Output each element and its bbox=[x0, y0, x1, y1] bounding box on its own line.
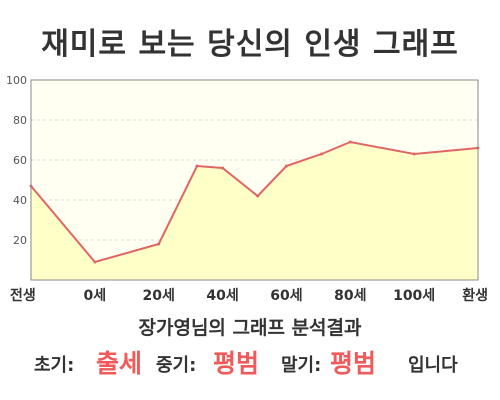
middle-value: 평범 bbox=[213, 349, 260, 378]
result-line: 초기: 출세 중기: 평범 말기: 평범 입니다 bbox=[0, 346, 500, 382]
x-tick-label: 0세 bbox=[84, 288, 107, 304]
y-tick-label: 60 bbox=[13, 154, 27, 167]
y-tick-label: 100 bbox=[6, 74, 27, 87]
life-graph-chart: 20 40 60 80 100 전생 0세 20세 40세 60세 80세 100세 환생 bbox=[6, 74, 488, 304]
result-subtitle: 장가영님의 그래프 분석결과 bbox=[138, 317, 362, 339]
life-area-fill bbox=[31, 142, 478, 280]
y-tick-label: 80 bbox=[13, 114, 27, 127]
y-tick-label: 20 bbox=[13, 234, 27, 247]
data-point bbox=[195, 164, 199, 168]
data-point bbox=[348, 140, 352, 144]
x-tick-label: 환생 bbox=[462, 287, 488, 304]
chart-title: 재미로 보는 당신의 인생 그래프 bbox=[41, 27, 459, 62]
data-point bbox=[284, 164, 288, 168]
data-point bbox=[221, 166, 225, 170]
middle-label: 중기: bbox=[156, 355, 197, 376]
data-point bbox=[157, 242, 161, 246]
data-point bbox=[320, 152, 324, 156]
data-point bbox=[256, 194, 260, 198]
late-label: 말기: bbox=[281, 355, 322, 376]
late-value: 평범 bbox=[330, 349, 377, 378]
data-point bbox=[93, 260, 97, 264]
early-label: 초기: bbox=[34, 355, 75, 376]
x-axis-ticks: 전생 0세 20세 40세 60세 80세 100세 환생 bbox=[10, 287, 488, 304]
x-tick-label: 전생 bbox=[10, 287, 36, 304]
result-ending: 입니다 bbox=[408, 355, 458, 376]
early-value: 출세 bbox=[96, 349, 143, 378]
x-tick-label: 20세 bbox=[143, 288, 175, 304]
x-tick-label: 80세 bbox=[334, 288, 366, 304]
y-axis-ticks: 20 40 60 80 100 bbox=[6, 74, 27, 247]
data-point bbox=[412, 152, 416, 156]
x-tick-label: 100세 bbox=[393, 288, 435, 304]
x-tick-label: 60세 bbox=[270, 288, 302, 304]
plot-border bbox=[30, 79, 479, 281]
y-tick-label: 40 bbox=[13, 194, 27, 207]
x-tick-label: 40세 bbox=[206, 288, 238, 304]
